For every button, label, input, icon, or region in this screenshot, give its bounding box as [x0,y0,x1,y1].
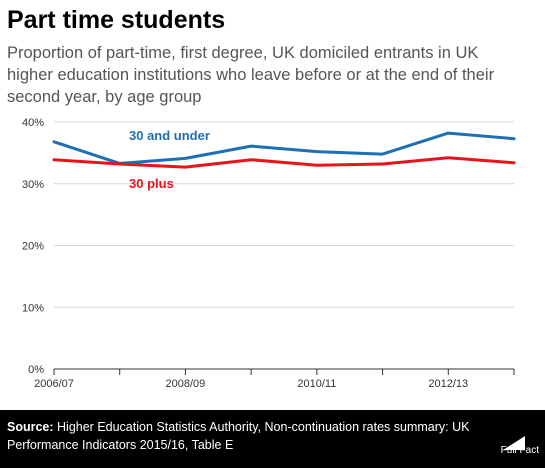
source-footer: Source: Higher Education Statistics Auth… [0,410,545,468]
series-line-under-30 [52,131,516,165]
series-label-under-30: 30 and under [129,128,210,143]
chart-title: Part time students [7,6,226,34]
full-fact-logo: Full Fact [487,436,539,460]
source-text: Higher Education Statistics Authority, N… [7,420,470,452]
y-tick-label: 30% [22,179,44,191]
x-tick-label: 2010/11 [297,378,336,390]
chart-subtitle: Proportion of part-time, first degree, U… [7,44,495,106]
series-label-30-plus: 30 plus [129,176,174,191]
y-tick-label: 40% [22,117,44,129]
series-line-30-plus [52,156,516,169]
logo-icon [503,436,525,450]
y-tick-label: 10% [22,302,44,314]
x-tick-label: 2012/13 [428,378,468,390]
y-tick-label: 20% [22,241,44,253]
logo-text: Full Fact [500,445,539,456]
x-tick-label: 2006/07 [34,378,74,390]
source-label: Source: [7,420,54,434]
x-tick-label: 2008/09 [166,378,206,390]
y-tick-label: 0% [28,364,44,376]
line-chart: 0% 10% 20% 30% 40% 2006/07 2008/09 2010/11 2012/… [22,117,516,390]
